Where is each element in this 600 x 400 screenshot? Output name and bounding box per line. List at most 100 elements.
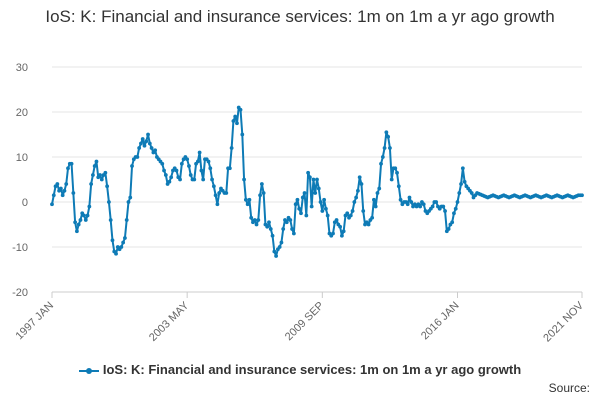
data-point[interactable]: [430, 204, 435, 209]
data-point[interactable]: [92, 164, 97, 168]
data-point[interactable]: [107, 200, 111, 204]
data-point[interactable]: [210, 177, 214, 182]
data-point[interactable]: [60, 193, 65, 198]
data-point[interactable]: [215, 202, 220, 207]
data-point[interactable]: [356, 188, 360, 193]
data-point[interactable]: [188, 173, 193, 177]
data-point[interactable]: [469, 191, 474, 195]
data-point[interactable]: [455, 200, 460, 204]
data-point[interactable]: [261, 191, 266, 195]
data-point[interactable]: [290, 227, 294, 231]
data-point[interactable]: [73, 220, 78, 225]
data-point[interactable]: [178, 177, 182, 182]
data-point[interactable]: [163, 173, 168, 177]
data-point[interactable]: [140, 137, 145, 141]
data-point[interactable]: [258, 193, 262, 198]
data-point[interactable]: [340, 233, 344, 238]
data-point[interactable]: [265, 224, 270, 229]
data-point[interactable]: [201, 177, 206, 182]
data-point[interactable]: [153, 148, 158, 153]
data-point[interactable]: [119, 245, 124, 249]
data-point[interactable]: [452, 211, 456, 216]
data-point[interactable]: [389, 177, 394, 182]
data-point[interactable]: [247, 197, 252, 202]
data-point[interactable]: [348, 213, 353, 218]
data-point[interactable]: [91, 173, 95, 177]
data-point[interactable]: [162, 168, 166, 173]
data-point[interactable]: [208, 166, 213, 171]
data-point[interactable]: [243, 197, 248, 202]
data-point[interactable]: [252, 218, 257, 222]
data-point[interactable]: [306, 170, 311, 175]
data-point[interactable]: [197, 150, 202, 155]
data-point[interactable]: [87, 204, 92, 209]
data-point[interactable]: [211, 184, 216, 189]
data-point[interactable]: [137, 146, 142, 150]
data-point[interactable]: [76, 222, 81, 227]
data-point[interactable]: [169, 175, 174, 180]
data-point[interactable]: [123, 236, 127, 240]
data-point[interactable]: [121, 240, 126, 245]
data-point[interactable]: [55, 182, 60, 186]
data-point[interactable]: [293, 202, 298, 207]
data-point[interactable]: [62, 188, 67, 193]
data-point[interactable]: [274, 254, 278, 258]
data-point[interactable]: [304, 213, 309, 218]
data-point[interactable]: [313, 191, 318, 195]
data-point[interactable]: [345, 211, 350, 216]
data-point[interactable]: [144, 139, 149, 144]
data-point[interactable]: [396, 184, 401, 189]
data-point[interactable]: [295, 197, 300, 202]
data-point[interactable]: [580, 193, 584, 198]
data-point[interactable]: [302, 191, 307, 195]
data-point[interactable]: [398, 197, 403, 202]
data-point[interactable]: [238, 107, 243, 112]
data-point[interactable]: [99, 177, 104, 182]
data-point[interactable]: [311, 177, 316, 182]
data-point[interactable]: [457, 191, 462, 195]
data-point[interactable]: [195, 159, 200, 164]
data-point[interactable]: [147, 141, 152, 146]
data-point[interactable]: [231, 119, 236, 123]
data-point[interactable]: [284, 220, 289, 225]
data-point[interactable]: [128, 195, 133, 200]
data-point[interactable]: [179, 161, 184, 166]
data-point[interactable]: [227, 166, 232, 171]
data-point[interactable]: [108, 218, 113, 222]
data-point[interactable]: [352, 200, 357, 204]
data-point[interactable]: [130, 164, 134, 168]
data-point[interactable]: [268, 227, 273, 231]
data-point[interactable]: [82, 213, 86, 218]
data-point[interactable]: [361, 209, 366, 213]
data-point[interactable]: [139, 141, 143, 146]
data-point[interactable]: [103, 170, 108, 175]
data-point[interactable]: [300, 195, 305, 200]
legend[interactable]: IoS: K: Financial and insurance services…: [0, 362, 600, 377]
data-point[interactable]: [372, 197, 376, 202]
data-point[interactable]: [64, 182, 69, 186]
data-point[interactable]: [235, 121, 239, 126]
data-point[interactable]: [375, 191, 380, 195]
data-point[interactable]: [462, 179, 467, 184]
data-point[interactable]: [213, 193, 218, 198]
data-point[interactable]: [446, 227, 451, 231]
data-point[interactable]: [359, 182, 364, 186]
data-point[interactable]: [187, 164, 191, 168]
data-point[interactable]: [224, 191, 229, 195]
data-point[interactable]: [350, 209, 355, 213]
data-point[interactable]: [386, 134, 391, 139]
data-point[interactable]: [192, 177, 197, 182]
data-point[interactable]: [78, 218, 83, 222]
data-point[interactable]: [405, 202, 410, 207]
data-point[interactable]: [51, 193, 56, 198]
data-point[interactable]: [267, 220, 271, 225]
data-point[interactable]: [249, 215, 254, 220]
data-point[interactable]: [149, 146, 154, 150]
data-point[interactable]: [409, 200, 414, 204]
data-point[interactable]: [245, 202, 250, 207]
data-point[interactable]: [331, 231, 335, 236]
data-point[interactable]: [199, 168, 204, 173]
data-point[interactable]: [384, 130, 389, 135]
data-point[interactable]: [325, 213, 330, 218]
data-point[interactable]: [167, 179, 172, 184]
